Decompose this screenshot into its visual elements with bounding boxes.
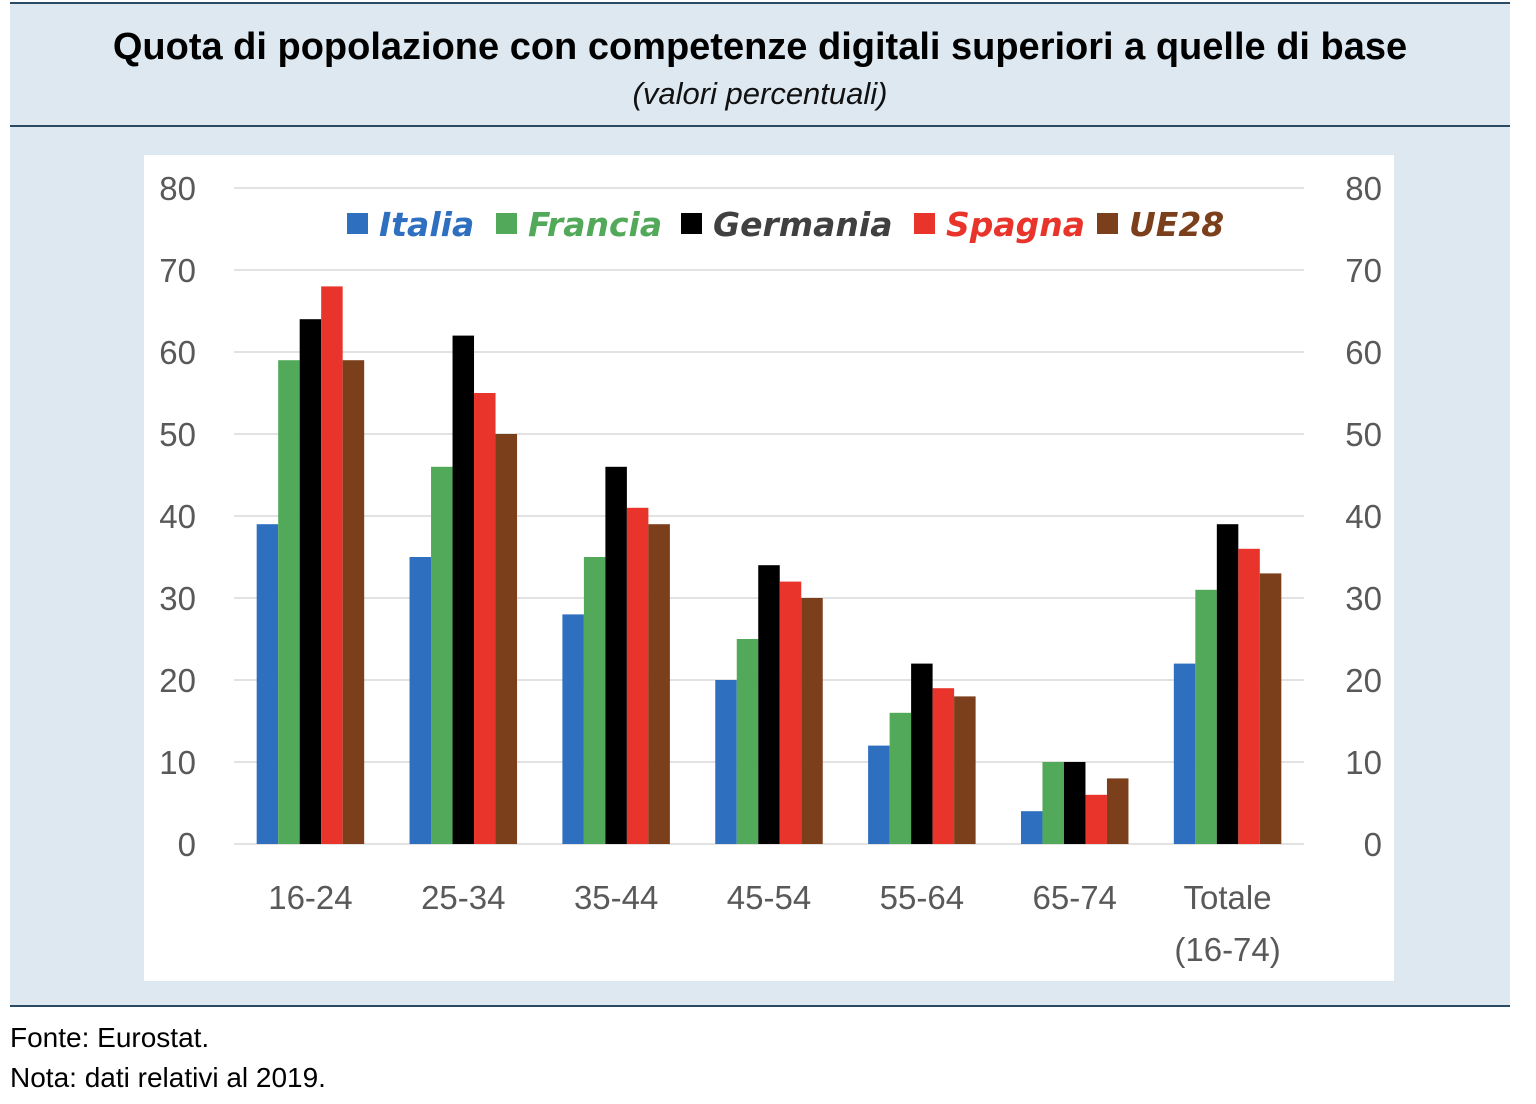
legend-label-francia: Francia [528, 205, 662, 244]
bar-italia [715, 680, 737, 844]
bar-francia [431, 466, 453, 844]
legend-swatch-francia [496, 213, 517, 234]
legend-label-spagna: Spagna [946, 205, 1085, 244]
bar-ue28 [342, 360, 365, 844]
bar-germania [1063, 762, 1086, 844]
y-tick-label-right: 70 [1345, 252, 1382, 289]
bar-ue28 [1259, 573, 1282, 844]
bar-francia [889, 712, 912, 844]
bar-italia [868, 745, 890, 844]
x-tick-label: 55-64 [880, 879, 964, 916]
bar-italia [409, 557, 432, 844]
bar-francia [1195, 589, 1217, 844]
bar-francia [1042, 762, 1064, 844]
legend-label-germania: Germania [713, 205, 892, 244]
bar-germania [758, 565, 780, 844]
bar-germania [452, 335, 475, 844]
x-tick-label: 45-54 [727, 879, 811, 916]
chart-title: Quota di popolazione con competenze digi… [112, 26, 1408, 68]
y-tick-label-right: 80 [1345, 170, 1382, 207]
bar-germania [1216, 524, 1239, 844]
bar-ue28 [801, 598, 823, 844]
y-tick-label-left: 70 [159, 252, 196, 289]
bar-spagna [932, 688, 955, 844]
bar-italia [1173, 663, 1196, 844]
legend-label-ue28: UE28 [1129, 205, 1224, 244]
x-tick-label: 35-44 [574, 879, 658, 916]
x-tick-label: 65-74 [1033, 879, 1117, 916]
y-tick-label-left: 50 [159, 416, 196, 453]
bar-ue28 [1106, 778, 1129, 844]
bar-francia [278, 360, 300, 844]
legend-swatch-ue28 [1097, 213, 1118, 234]
data-note: Nota: dati relativi al 2019. [10, 1062, 326, 1093]
bar-germania [299, 319, 322, 844]
y-tick-label-right: 50 [1345, 416, 1382, 453]
y-tick-label-right: 10 [1345, 744, 1382, 781]
bar-spagna [321, 286, 343, 844]
y-tick-label-left: 20 [159, 662, 196, 699]
y-tick-label-right: 40 [1345, 498, 1382, 535]
y-tick-label-right: 20 [1345, 662, 1382, 699]
x-tick-label: 16-24 [268, 879, 352, 916]
bar-spagna [474, 393, 496, 844]
bar-ue28 [954, 696, 976, 844]
source-note: Fonte: Eurostat. [10, 1022, 210, 1053]
bar-spagna [1085, 794, 1107, 844]
bar-germania [911, 663, 933, 844]
y-tick-label-left: 40 [159, 498, 196, 535]
legend-swatch-spagna [914, 213, 935, 234]
bar-italia [256, 524, 279, 844]
y-tick-label-left: 30 [159, 580, 196, 617]
bar-germania [605, 466, 627, 844]
legend-swatch-germania [681, 213, 702, 234]
legend-swatch-italia [347, 213, 368, 234]
y-tick-label-left: 80 [159, 170, 196, 207]
chart-subtitle: (valori percentuali) [632, 76, 888, 111]
x-tick-label: 25-34 [421, 879, 505, 916]
title-divider [10, 125, 1510, 127]
y-tick-label-left: 0 [178, 826, 196, 863]
y-tick-label-left: 60 [159, 334, 196, 371]
bar-ue28 [648, 524, 670, 844]
bar-spagna [626, 507, 649, 844]
y-tick-label-left: 10 [159, 744, 196, 781]
legend-label-italia: Italia [379, 205, 474, 244]
bar-italia [562, 614, 584, 844]
bar-ue28 [495, 434, 518, 844]
bar-spagna [1238, 548, 1260, 844]
y-tick-label-right: 30 [1345, 580, 1382, 617]
y-tick-label-right: 60 [1345, 334, 1382, 371]
y-tick-label-right: 0 [1364, 826, 1382, 863]
bar-spagna [779, 581, 802, 844]
bar-italia [1020, 811, 1043, 844]
x-tick-label: Totale [1184, 879, 1272, 916]
plot-area: 0 0 10 10 20 20 30 30 40 40 50 50 60 60 70 70 80 80 16-24 2… [144, 155, 1394, 981]
chart-frame: Quota di popolazione con competenze digi… [10, 2, 1510, 1007]
bar-chart: 0 0 10 10 20 20 30 30 40 40 50 50 60 60 70 70 80 80 16-24 2… [159, 170, 1382, 968]
bar-francia [583, 557, 606, 844]
x-tick-label: (16-74) [1174, 931, 1280, 968]
bar-francia [736, 639, 759, 844]
